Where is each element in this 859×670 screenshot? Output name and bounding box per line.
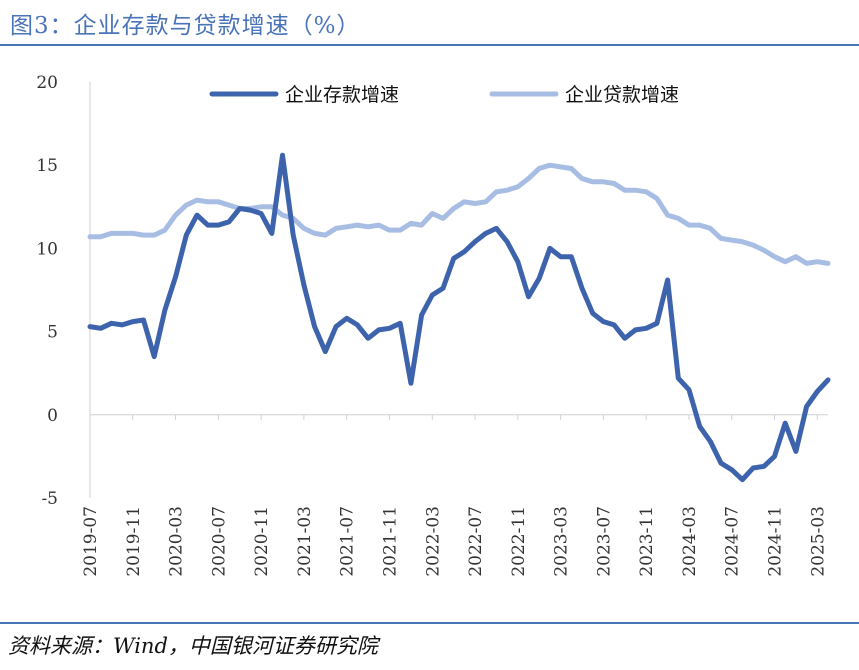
x-tick-label: 2020-07	[209, 506, 229, 577]
y-tick-label: 15	[36, 156, 58, 176]
x-tick-label: 2024-11	[766, 506, 786, 577]
x-tick-label: 2020-03	[167, 506, 187, 577]
y-tick-label: 20	[36, 73, 58, 93]
source-note: 资料来源：Wind，中国银河证券研究院	[8, 634, 378, 658]
y-axis-labels: -5 0 5 10 15 20	[36, 73, 58, 509]
legend-item-deposit-growth: 企业存款增速	[209, 84, 399, 106]
y-tick-label: 10	[36, 239, 58, 259]
series-line-loan-growth	[87, 162, 831, 266]
y-tick-label: -5	[41, 489, 58, 509]
legend-label: 企业存款增速	[285, 84, 399, 106]
legend-label: 企业贷款增速	[565, 84, 679, 106]
x-tick-label: 2022-11	[509, 506, 529, 577]
title-divider	[0, 44, 859, 46]
x-tick-label: 2021-07	[338, 506, 358, 577]
x-tick-label: 2023-11	[637, 506, 657, 577]
x-tick-label: 2021-11	[380, 506, 400, 577]
x-axis-ticks	[89, 414, 818, 420]
x-tick-label: 2023-03	[552, 506, 572, 577]
x-axis-labels: 2019-07 2019-11 2020-03 2020-07 2020-11 2021-…	[81, 506, 828, 577]
x-tick-label: 2019-07	[81, 506, 101, 577]
x-tick-label: 2019-11	[124, 506, 144, 577]
legend: 企业存款增速 企业贷款增速	[209, 84, 679, 106]
series-group	[87, 152, 831, 483]
x-tick-label: 2025-03	[808, 506, 828, 577]
x-tick-label: 2022-07	[466, 506, 486, 577]
x-tick-label: 2023-07	[594, 506, 614, 577]
x-tick-label: 2022-03	[423, 506, 443, 577]
x-tick-label: 2024-07	[723, 506, 743, 577]
x-tick-label: 2024-03	[680, 506, 700, 577]
series-line-deposit-growth	[87, 152, 831, 483]
y-tick-label: 0	[47, 406, 58, 426]
x-tick-label: 2020-11	[252, 506, 272, 577]
x-tick-label: 2021-03	[295, 506, 315, 577]
y-tick-label: 5	[47, 323, 58, 343]
source-divider	[0, 622, 859, 624]
legend-item-loan-growth: 企业贷款增速	[489, 84, 679, 106]
chart-title: 图3：企业存款与贷款增速（%）	[10, 13, 361, 39]
